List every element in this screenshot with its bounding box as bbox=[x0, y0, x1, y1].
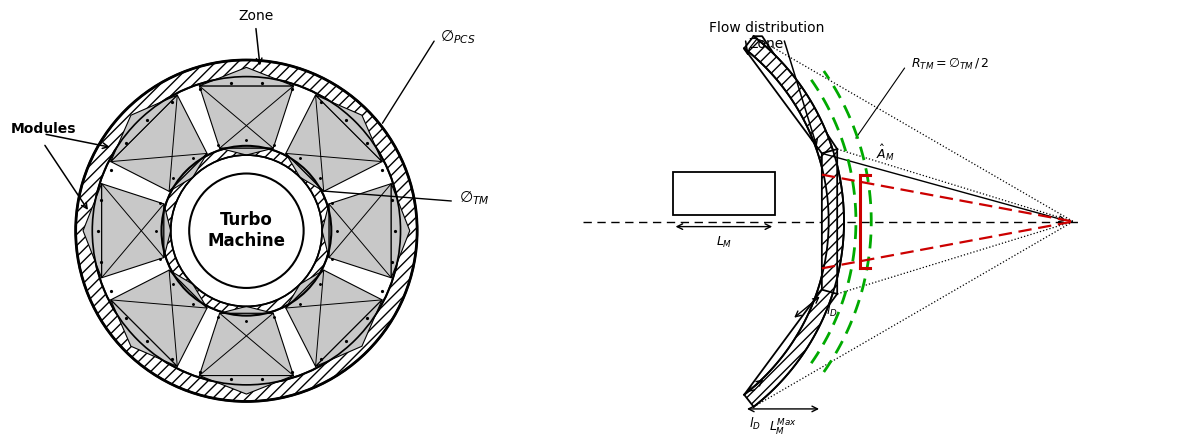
Polygon shape bbox=[200, 376, 293, 394]
Polygon shape bbox=[111, 95, 207, 191]
Text: Turbo
Machine: Turbo Machine bbox=[208, 211, 285, 250]
Text: $\hat{A}_M$: $\hat{A}_M$ bbox=[875, 143, 894, 163]
Polygon shape bbox=[102, 184, 163, 278]
Polygon shape bbox=[200, 313, 293, 376]
Polygon shape bbox=[316, 300, 382, 366]
Text: $\varnothing_{TM}$: $\varnothing_{TM}$ bbox=[459, 190, 489, 207]
Text: $l_M$: $l_M$ bbox=[742, 181, 755, 197]
Text: $l_D$: $l_D$ bbox=[749, 416, 761, 432]
Polygon shape bbox=[822, 149, 837, 294]
Text: $\varnothing_{PCS}$: $\varnothing_{PCS}$ bbox=[440, 28, 476, 46]
Text: Modules: Modules bbox=[11, 122, 77, 136]
Polygon shape bbox=[286, 270, 323, 308]
Polygon shape bbox=[220, 307, 273, 313]
Polygon shape bbox=[200, 67, 293, 86]
Polygon shape bbox=[322, 204, 329, 257]
Text: $L_M$: $L_M$ bbox=[715, 235, 732, 250]
Polygon shape bbox=[163, 204, 171, 257]
Polygon shape bbox=[111, 270, 207, 366]
Polygon shape bbox=[286, 95, 382, 191]
Text: $l_D$: $l_D$ bbox=[826, 303, 838, 319]
Text: $R_{TM} = \varnothing_{TM}\,/\,2$: $R_{TM} = \varnothing_{TM}\,/\,2$ bbox=[911, 56, 989, 72]
Polygon shape bbox=[220, 148, 273, 155]
Polygon shape bbox=[83, 184, 102, 278]
Text: Zone: Zone bbox=[238, 9, 273, 23]
Polygon shape bbox=[169, 270, 207, 308]
Polygon shape bbox=[111, 95, 177, 162]
Polygon shape bbox=[111, 300, 177, 366]
Polygon shape bbox=[286, 153, 323, 191]
Polygon shape bbox=[329, 184, 391, 278]
Text: $L_M^{Max}$: $L_M^{Max}$ bbox=[769, 417, 797, 438]
Polygon shape bbox=[391, 184, 410, 278]
Polygon shape bbox=[286, 270, 382, 366]
FancyBboxPatch shape bbox=[673, 172, 775, 215]
Polygon shape bbox=[169, 153, 207, 191]
Circle shape bbox=[189, 174, 304, 288]
Text: Flow distribution
Zone: Flow distribution Zone bbox=[709, 21, 825, 51]
Polygon shape bbox=[316, 95, 382, 162]
Polygon shape bbox=[200, 86, 293, 148]
Polygon shape bbox=[744, 36, 844, 407]
